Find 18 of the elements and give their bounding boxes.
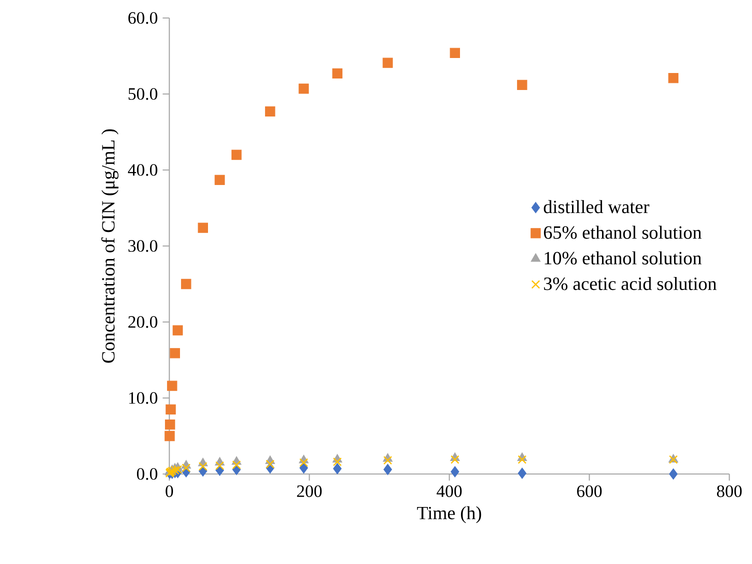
y-axis-title: Concentration of CIN (μg/mL ): [101, 129, 118, 363]
x-tick-label: 200: [297, 485, 322, 498]
y-tick-label: 30.0: [128, 240, 158, 252]
legend-label: distilled water: [544, 200, 650, 214]
y-tick-label: 10.0: [129, 392, 158, 404]
y-tick-label: 60.0: [128, 12, 158, 24]
x-tick-label: 600: [577, 485, 602, 498]
legend-label: 3% acetic acid solution: [544, 276, 717, 290]
y-tick-label: 40.0: [128, 164, 158, 176]
y-tick-label: 20.0: [128, 316, 158, 328]
x-tick-label: 800: [717, 485, 742, 498]
y-tick-label: 0.0: [136, 468, 158, 480]
x-axis-title: Time (h): [417, 506, 482, 524]
y-tick-label: 50.0: [128, 88, 158, 100]
x-tick-label: 400: [436, 485, 462, 498]
legend-label: 10% ethanol solution: [544, 251, 702, 265]
legend-label: 65% ethanol solution: [544, 226, 702, 239]
x-tick-label: 0: [166, 485, 174, 498]
